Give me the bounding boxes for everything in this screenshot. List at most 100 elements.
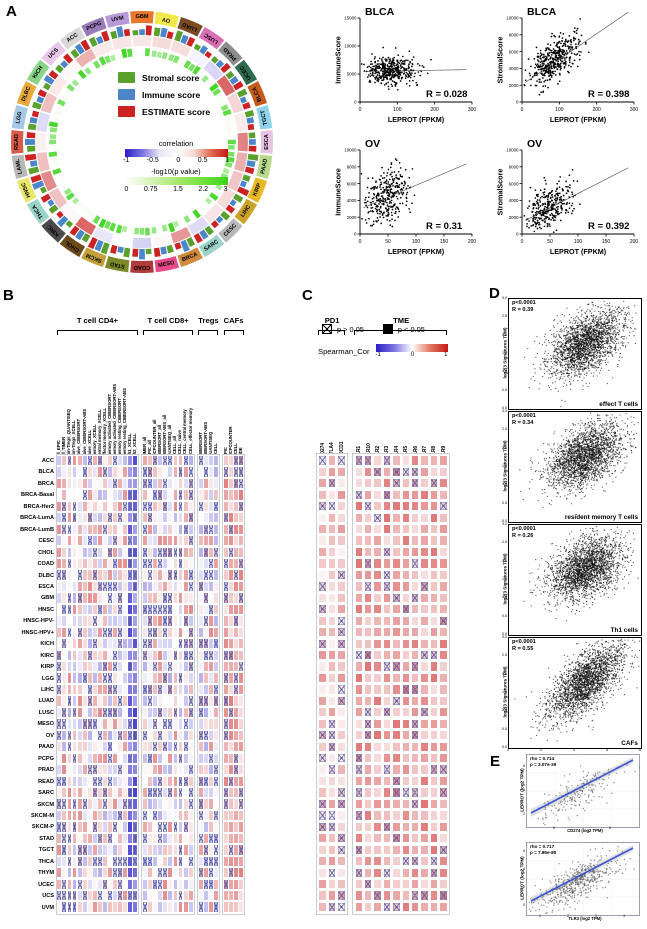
heatmap-cell <box>148 719 153 729</box>
circos-correlation-cell <box>237 132 249 152</box>
heatmap-cell <box>208 833 213 844</box>
heatmap-cell <box>133 455 138 466</box>
heatmap-cell <box>188 616 193 626</box>
heatmap-cell <box>188 593 193 603</box>
heatmap-cell <box>355 731 362 740</box>
heatmap-cell <box>338 559 345 568</box>
circos-pvalue-bar <box>215 94 221 101</box>
circos-plot: GBM OV LUAD LUSC PRAD UCEC BLCA TGCT ESCA PAAD KIR… <box>8 8 276 276</box>
circos-score-bar <box>220 62 231 74</box>
heatmap-cell <box>365 605 372 614</box>
heatmap-cell <box>203 581 208 592</box>
panel-e-letter: E <box>490 753 501 770</box>
heatmap-cell <box>374 490 381 499</box>
r-value: R = 0.39 <box>512 306 534 313</box>
circos-score-bar <box>70 48 80 59</box>
heatmap-cell <box>173 547 178 558</box>
heatmap-cell <box>338 525 345 534</box>
heatmap-cell <box>107 627 112 638</box>
heatmap-cell <box>234 707 238 718</box>
circos-pvalue-bar <box>126 48 133 58</box>
heatmap-cell <box>128 570 133 581</box>
heatmap-cell <box>62 730 67 741</box>
heatmap-cell <box>123 742 127 752</box>
heatmap-cell <box>234 558 238 569</box>
heatmap-cell <box>133 730 138 741</box>
circos-score-bar <box>48 204 59 214</box>
heatmap-cell <box>128 891 133 901</box>
heatmap-cell <box>239 742 243 752</box>
heatmap-cell <box>430 799 438 809</box>
heatmap-cell <box>393 502 400 511</box>
heatmap-cell <box>87 650 92 661</box>
heatmap-cell <box>208 730 213 741</box>
heatmap-cell <box>153 787 158 798</box>
heatmap-cell <box>67 833 72 844</box>
significance-legend: p > 0.05 p < 0.05 <box>322 324 425 338</box>
heatmap-cell <box>72 490 77 500</box>
heatmap-cell <box>393 605 400 614</box>
circos-pvalue-bar <box>204 79 212 87</box>
heatmap-cell <box>87 490 92 500</box>
heatmap-cell <box>319 799 327 809</box>
heatmap-cell <box>107 536 112 546</box>
heatmap-cell <box>365 456 372 465</box>
y-axis-label: LEPROT (log2 TPM) <box>519 856 525 900</box>
heatmap-cell <box>234 730 238 741</box>
heatmap-cell <box>393 536 400 545</box>
heatmap-cell <box>128 696 133 706</box>
heatmap-cell <box>92 787 97 798</box>
heatmap-cell <box>158 616 163 626</box>
heatmap-cell <box>77 776 82 786</box>
heatmap-cell <box>163 455 168 466</box>
heatmap-cell <box>153 627 158 638</box>
heatmap-cell <box>92 536 97 546</box>
heatmap-cell <box>338 685 345 694</box>
heatmap-cell <box>338 605 345 614</box>
heatmap-cell <box>440 696 447 705</box>
circos-pvalue-bar <box>139 227 145 235</box>
heatmap-cell <box>440 582 447 591</box>
heatmap-cell <box>183 581 188 592</box>
heatmap-cell <box>168 558 173 569</box>
heatmap-cell <box>97 868 102 878</box>
heatmap-cell <box>173 662 178 672</box>
heatmap-cell <box>143 822 148 832</box>
circos-pvalue-bar <box>226 151 235 157</box>
r-value: R = 0.26 <box>512 532 534 539</box>
heatmap-cell <box>178 455 183 466</box>
circos-cancer-segment <box>130 260 154 273</box>
heatmap-cell <box>102 891 107 901</box>
heatmap-cell <box>355 696 362 705</box>
heatmap-cell <box>118 673 122 683</box>
heatmap-cell <box>319 776 326 786</box>
heatmap-cell <box>234 891 238 901</box>
heatmap-cell <box>67 524 72 535</box>
circos-pvalue-bar <box>63 187 72 196</box>
heatmap-cell <box>338 467 345 476</box>
heatmap-cell <box>148 742 153 752</box>
y-axis-label: ImmuneScore <box>333 36 343 84</box>
heatmap-cell <box>57 581 62 592</box>
circos-cancer-segment <box>16 177 37 203</box>
heatmap-cell <box>208 604 213 615</box>
heatmap-cell <box>102 547 107 557</box>
heatmap-cell <box>107 455 112 466</box>
heatmap-cell <box>62 776 67 787</box>
heatmap-cell <box>239 558 243 569</box>
heatmap-cell <box>92 627 97 637</box>
heatmap-cell <box>102 673 107 684</box>
heatmap-cell <box>97 684 102 695</box>
heatmap-cell <box>228 856 233 866</box>
heatmap-cell <box>72 719 77 729</box>
heatmap-cell <box>128 879 133 889</box>
x-tick-label: 0 <box>359 107 362 113</box>
heatmap-cell <box>102 787 107 798</box>
heatmap-cell <box>153 547 158 557</box>
heatmap-cell <box>57 524 62 534</box>
heatmap-cell <box>203 490 208 500</box>
heatmap-cell <box>77 810 82 821</box>
heatmap-cell <box>421 788 428 797</box>
heatmap-cell <box>228 455 233 466</box>
heatmap-cell <box>198 799 203 810</box>
